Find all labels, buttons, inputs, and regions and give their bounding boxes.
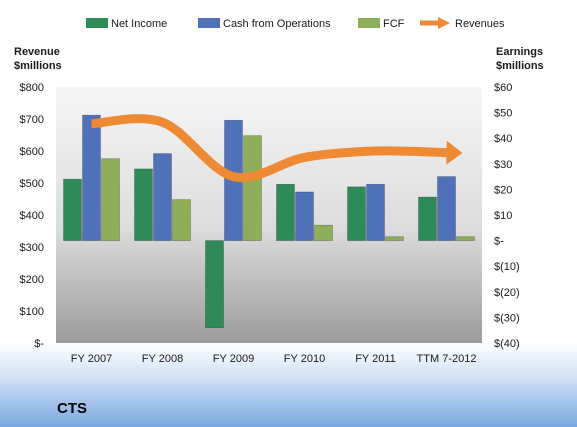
line-layer <box>91 114 463 183</box>
bar-cash-from-operations <box>82 114 101 241</box>
bars-layer <box>63 114 475 328</box>
left-tick-label: $600 <box>20 146 44 158</box>
right-tick-label: $10 <box>494 210 512 222</box>
right-axis-ticks: $60 $50 $40 $30 $20 $10 $- $(10) $(20) $(30) $(40) <box>494 82 520 350</box>
left-tick-label: $800 <box>20 82 44 94</box>
right-tick-label: $(10) <box>494 261 520 273</box>
bar-fcf <box>385 236 404 241</box>
legend-label-net-income: Net Income <box>111 18 167 30</box>
legend-label-fcf: FCF <box>383 18 405 30</box>
x-tick-label: FY 2008 <box>142 353 183 365</box>
left-axis-title-line2: $millions <box>14 60 62 72</box>
bar-net-income <box>276 183 295 241</box>
bar-net-income <box>347 186 366 241</box>
bar-net-income <box>205 240 224 328</box>
bar-fcf <box>243 135 262 241</box>
right-tick-label: $30 <box>494 159 512 171</box>
left-tick-label: $500 <box>20 178 44 190</box>
bar-fcf <box>456 236 475 241</box>
right-tick-label: $(40) <box>494 338 520 350</box>
legend-label-revenues: Revenues <box>455 18 505 30</box>
left-tick-label: $100 <box>20 306 44 318</box>
x-tick-label: TTM 7-2012 <box>417 353 477 365</box>
left-tick-label: $300 <box>20 242 44 254</box>
legend-swatch-net-income <box>86 18 108 28</box>
legend-swatch-fcf <box>358 18 380 28</box>
right-tick-label: $(30) <box>494 312 520 324</box>
bar-cash-from-operations <box>366 183 385 241</box>
plot-area <box>56 87 482 343</box>
right-tick-label: $20 <box>494 184 512 196</box>
x-tick-label: FY 2009 <box>213 353 254 365</box>
right-tick-label: $40 <box>494 133 512 145</box>
right-tick-label: $- <box>494 236 504 248</box>
right-tick-label: $(20) <box>494 287 520 299</box>
bar-fcf <box>101 158 120 241</box>
bar-cash-from-operations <box>437 176 456 241</box>
right-tick-label: $60 <box>494 82 512 94</box>
revenues-line <box>91 114 447 183</box>
left-axis-ticks: $800 $700 $600 $500 $400 $300 $200 $100 $- <box>20 82 45 350</box>
bar-fcf <box>172 199 191 241</box>
left-tick-label: $- <box>34 338 44 350</box>
bar-fcf <box>314 224 333 241</box>
legend-label-cash-from-operations: Cash from Operations <box>223 18 331 30</box>
x-tick-label: FY 2007 <box>71 353 112 365</box>
x-tick-label: FY 2011 <box>355 353 396 365</box>
left-tick-label: $400 <box>20 210 44 222</box>
revenues-arrowhead <box>446 140 463 165</box>
legend-swatch-cash-from-operations <box>198 18 220 28</box>
x-tick-label: FY 2010 <box>284 353 325 365</box>
left-tick-label: $700 <box>20 114 44 126</box>
right-axis-title-line1: Earnings <box>496 46 543 58</box>
legend: Net Income Cash from Operations FCF Reve… <box>86 17 505 30</box>
bar-net-income <box>63 178 82 241</box>
right-tick-label: $50 <box>494 108 512 120</box>
x-axis-ticks: FY 2007 FY 2008 FY 2009 FY 2010 FY 2011 TTM 7… <box>71 353 477 365</box>
bar-cash-from-operations <box>153 153 172 241</box>
right-axis-title-line2: $millions <box>496 60 544 72</box>
legend-swatch-revenues-arrowhead <box>438 17 450 29</box>
bar-cash-from-operations <box>295 191 314 241</box>
company-name: CTS <box>57 400 87 417</box>
bar-net-income <box>418 196 437 241</box>
bar-net-income <box>134 168 153 241</box>
left-tick-label: $200 <box>20 274 44 286</box>
left-axis-title-line1: Revenue <box>14 46 60 58</box>
